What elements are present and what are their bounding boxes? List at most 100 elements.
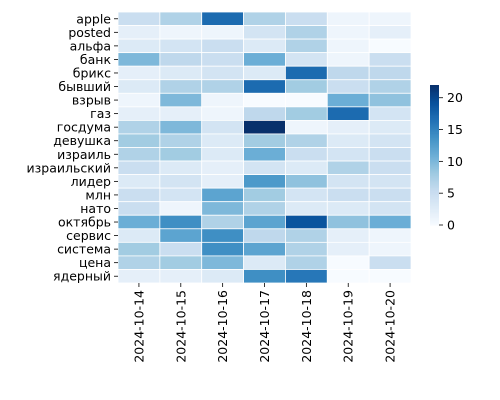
heatmap-cell (201, 25, 244, 40)
colorbar-segment (430, 172, 439, 175)
heatmap-cell (285, 38, 328, 54)
colorbar-segment (430, 223, 439, 226)
heatmap-cell (159, 38, 203, 54)
heatmap-cell (201, 79, 244, 94)
colorbar-segment (430, 107, 439, 110)
heatmap-cell (117, 147, 161, 162)
colorbar-segment (430, 202, 439, 204)
heatmap-cell (243, 255, 286, 270)
y-tick-label: ядерный (53, 269, 111, 284)
colorbar-segment (430, 124, 439, 127)
colorbar-segment (430, 119, 439, 122)
heatmap-cell (159, 120, 203, 135)
colorbar-segment (430, 170, 439, 173)
y-tick-label: сервис (66, 228, 111, 243)
colorbar-segment (430, 105, 439, 108)
heatmap-cell (201, 160, 244, 176)
heatmap-cell (326, 65, 370, 81)
colorbar-segment (430, 114, 439, 117)
colorbar-segment (430, 195, 439, 198)
heatmap-cell (201, 92, 244, 108)
y-axis-labels: applepostedальфабанкбриксбывшийвзрывгазг… (26, 11, 118, 284)
colorbar-segment (430, 213, 439, 216)
heatmap-cell (159, 269, 203, 284)
heatmap-cell (285, 255, 328, 270)
heatmap-cell (117, 269, 161, 284)
heatmap-cell (285, 106, 328, 121)
heatmap-cell (368, 241, 412, 257)
colorbar-segment (430, 197, 439, 199)
colorbar-segment (430, 100, 439, 103)
heatmap-cell (243, 201, 286, 216)
colorbar-segment (430, 208, 439, 211)
heatmap-cell (368, 120, 412, 135)
heatmap-cell (368, 187, 412, 203)
colorbar-tick-label: 5 (447, 186, 455, 201)
colorbar-segment (430, 142, 439, 145)
heatmap-cell (326, 201, 370, 216)
colorbar-segment (430, 113, 439, 115)
y-tick-label: цена (79, 255, 111, 270)
heatmap-cell (326, 25, 370, 40)
colorbar-segment (430, 141, 439, 143)
heatmap-cell (368, 228, 412, 243)
heatmap-cell (159, 92, 203, 108)
colorbar-segment (430, 109, 439, 112)
heatmap-cell (326, 11, 370, 26)
colorbar-segment (430, 156, 439, 159)
x-tick-label: 2024-10-20 (383, 290, 398, 363)
heatmap-cell (243, 92, 286, 108)
colorbar-segment (430, 218, 439, 221)
heatmap-cell (326, 92, 370, 108)
colorbar-segment (430, 137, 439, 140)
colorbar-segment (430, 93, 439, 96)
colorbar-segment (430, 152, 439, 155)
heatmap-cell (201, 187, 244, 203)
colorbar-segment (430, 167, 439, 170)
heatmap-cell (117, 228, 161, 243)
y-tick-label: нато (80, 201, 111, 216)
heatmap-cell (243, 65, 286, 81)
y-tick-label: девушка (53, 133, 111, 148)
heatmap-cell (117, 214, 161, 230)
colorbar-segment (430, 171, 439, 174)
colorbar-segment (430, 111, 439, 114)
colorbar-segment (430, 120, 439, 123)
heatmap-cell (368, 201, 412, 216)
heatmap-cell (243, 106, 286, 121)
colorbar-segment (430, 174, 439, 176)
heatmap-cell (201, 65, 244, 81)
colorbar-segment (430, 165, 439, 168)
colorbar-segment (430, 127, 439, 129)
colorbar-segment (430, 130, 439, 133)
colorbar-segment (430, 106, 439, 109)
heatmap-cell (368, 255, 412, 270)
heatmap-cell (368, 25, 412, 40)
heatmap-cell (117, 133, 161, 148)
heatmap-cell (285, 241, 328, 257)
colorbar-segment (430, 160, 439, 162)
colorbar-segment (430, 99, 439, 101)
colorbar-segment (430, 104, 439, 106)
heatmap-cell (201, 255, 244, 270)
colorbar-segment (430, 203, 439, 206)
heatmap-cell (243, 38, 286, 54)
colorbar-segment (430, 183, 439, 185)
x-tick-label: 2024-10-17 (257, 290, 272, 363)
heatmap-cell (117, 241, 161, 257)
heatmap-cell (326, 255, 370, 270)
heatmap-cell (201, 120, 244, 135)
heatmap-cell (285, 269, 328, 284)
heatmap-cell (243, 174, 286, 189)
heatmap-cell (368, 160, 412, 176)
colorbar-segment (430, 207, 439, 210)
colorbar-segment (430, 216, 439, 218)
y-tick-label: система (57, 242, 111, 257)
heatmap-cell (201, 106, 244, 121)
heatmap-cell (326, 52, 370, 67)
heatmap-cell (117, 120, 161, 135)
heatmap-cell (243, 120, 286, 135)
colorbar-segment (430, 88, 439, 91)
heatmap-cell (243, 269, 286, 284)
heatmap-cell (285, 92, 328, 108)
